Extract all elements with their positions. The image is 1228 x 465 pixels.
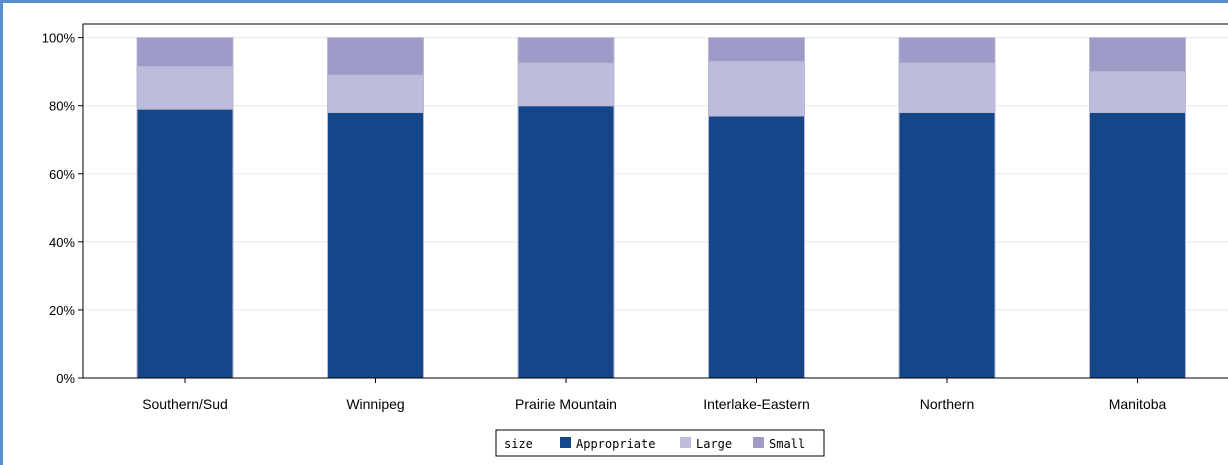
legend-label: Appropriate [576,437,655,451]
y-tick-label: 0% [56,371,75,386]
legend-title: size [504,437,533,451]
bar-segment-large [898,62,996,113]
x-tick-label: Winnipeg [346,396,404,412]
y-tick-label: 60% [49,167,75,182]
y-tick-label: 80% [49,99,75,114]
bar-segment-appropriate [898,112,996,379]
x-axis: Southern/Sud Winnipeg Prairie Mountain Inte… [142,378,1167,412]
y-tick-label: 100% [42,31,76,46]
bar-segment-appropriate [517,105,615,379]
legend: size Appropriate Large Small [495,429,825,457]
gridlines [83,37,1228,311]
bar-segment-large [327,74,424,113]
legend-swatch [560,437,571,448]
bar-segment-appropriate [327,112,424,379]
x-tick-label: Manitoba [1109,396,1167,412]
bar-segment-appropriate [1089,112,1186,379]
bar-segment-large [517,62,615,107]
x-tick-label: Northern [920,396,974,412]
bars [136,37,1186,379]
bar-segment-small [136,37,234,68]
x-tick-label: Prairie Mountain [515,396,617,412]
bar-segment-small [517,37,615,64]
legend-label: Small [769,437,805,451]
bar-segment-small [327,37,424,76]
legend-swatch [753,437,764,448]
y-tick-label: 40% [49,235,75,250]
bar-segment-small [1089,37,1186,73]
bar-segment-small [708,37,805,62]
y-tick-label: 20% [49,303,75,318]
window-frame-top [0,0,1228,3]
bar-segment-appropriate [708,115,805,379]
bar-segment-appropriate [136,108,234,379]
y-axis: 0% 20% 40% 60% 80% 100% [42,31,83,386]
legend-label: Large [696,437,732,451]
legend-box [495,429,825,457]
legend-swatch [680,437,691,448]
bar-segment-small [898,37,996,64]
window-frame-left [0,0,3,465]
x-tick-label: Interlake-Eastern [703,396,810,412]
bar-segment-large [708,60,805,117]
bar-segment-large [136,66,234,110]
plot-area-border [82,23,1228,379]
x-tick-label: Southern/Sud [142,396,228,412]
bar-segment-large [1089,71,1186,113]
